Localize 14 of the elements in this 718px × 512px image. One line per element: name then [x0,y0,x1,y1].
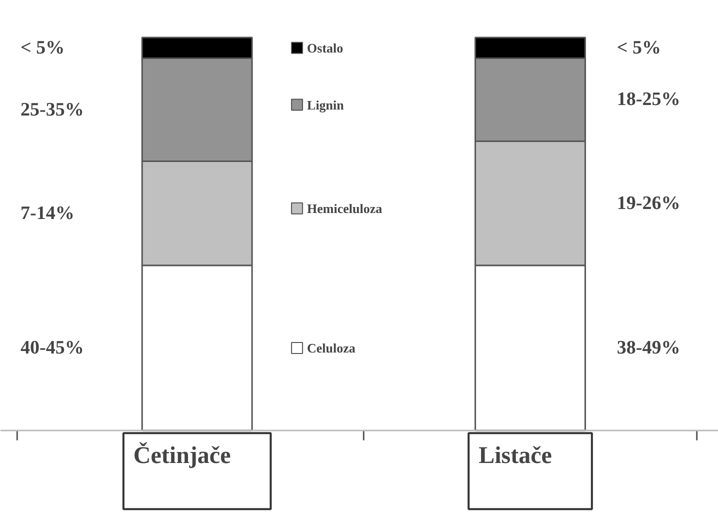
x-tick-label: Listače [478,443,552,470]
annotation: 38-49% [616,337,680,358]
x-tick-label: Četinjače [133,442,232,470]
annotation: 25-35% [20,99,84,120]
legend-label: Ostalo [307,40,344,56]
annotation: < 5% [20,37,65,58]
annotation: < 5% [616,37,661,58]
annotation: 40-45% [20,337,84,358]
annotation: 19-26% [616,192,680,214]
annotation: 7-14% [20,202,74,224]
legend-label: Hemiceluloza [307,200,383,216]
annotation: 18-25% [616,89,680,110]
legend-label: Celuloza [307,340,356,356]
legend-label: Lignin [307,97,345,112]
